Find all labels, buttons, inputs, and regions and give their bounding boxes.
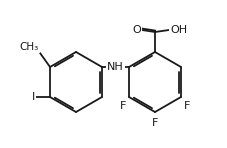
Text: F: F	[119, 101, 126, 111]
Text: O: O	[132, 25, 140, 35]
Text: F: F	[183, 101, 190, 111]
Text: I: I	[32, 92, 35, 102]
Text: F: F	[151, 118, 158, 128]
Text: NH: NH	[107, 62, 123, 72]
Text: CH₃: CH₃	[20, 42, 39, 52]
Text: OH: OH	[169, 25, 186, 35]
